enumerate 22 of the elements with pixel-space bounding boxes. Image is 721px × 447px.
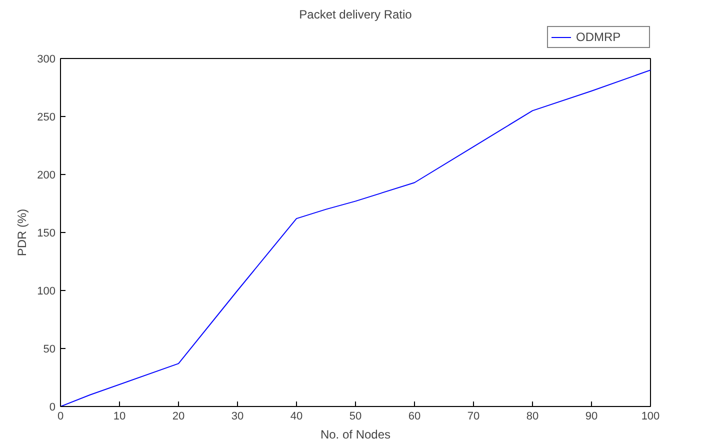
legend-label: ODMRP: [576, 30, 622, 44]
x-tick-label: 0: [57, 410, 64, 422]
x-tick-label: 80: [526, 410, 539, 422]
x-tick-label: 30: [231, 410, 244, 422]
x-axis-title: No. of Nodes: [320, 428, 391, 442]
y-axis-title: PDR (%): [15, 208, 30, 256]
x-tick-label: 50: [349, 410, 362, 422]
x-tick-label: 40: [290, 410, 303, 422]
y-tick-label: 200: [37, 170, 56, 182]
x-tick-label: 10: [113, 410, 126, 422]
x-tick-label: 70: [467, 410, 480, 422]
chart-title: Packet delivery Ratio: [299, 8, 412, 22]
y-tick-label: 300: [37, 54, 56, 66]
x-tick-label: 20: [172, 410, 185, 422]
x-tick-label: 100: [641, 410, 660, 422]
y-tick-label: 50: [43, 344, 56, 356]
y-tick-label: 250: [37, 112, 56, 124]
x-tick-label: 90: [585, 410, 598, 422]
y-tick-label: 150: [37, 228, 56, 240]
x-tick-label: 60: [408, 410, 421, 422]
y-tick-label: 0: [49, 402, 56, 414]
y-tick-label: 100: [37, 286, 56, 298]
